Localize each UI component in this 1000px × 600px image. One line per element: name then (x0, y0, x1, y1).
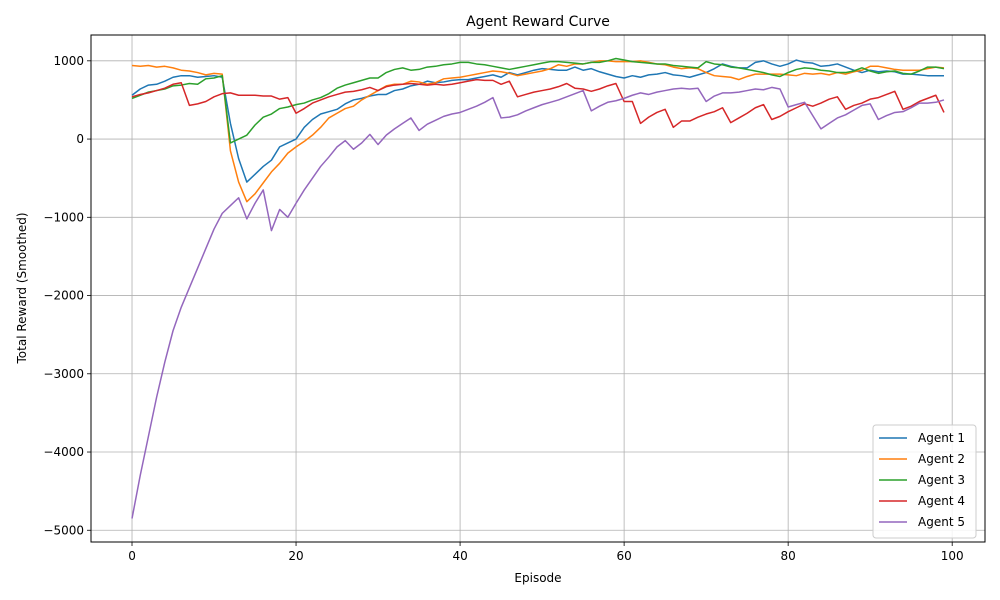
y-tick-label: 1000 (53, 54, 84, 68)
x-tick-label: 40 (452, 549, 467, 563)
legend-label: Agent 4 (918, 494, 965, 508)
x-tick-label: 80 (781, 549, 796, 563)
series-line-agent-5 (131, 86, 945, 519)
legend-label: Agent 1 (918, 431, 965, 445)
legend-label: Agent 2 (918, 452, 965, 466)
x-axis-label: Episode (514, 571, 561, 585)
plot-area-frame (90, 34, 986, 543)
series-line-agent-3 (131, 57, 945, 144)
series-line-agent-1 (131, 59, 944, 183)
x-tick-label: 0 (128, 549, 136, 563)
series-group (131, 57, 945, 519)
axis-ticks: 0 20 40 60 80 100 −5000 −4000 −3000 −2000 −1000 0 10… (43, 54, 963, 563)
y-tick-label: −4000 (43, 445, 84, 459)
y-axis-label: Total Reward (Smoothed) (15, 212, 29, 364)
legend: Agent 1 Agent 2 Agent 3 Agent 4 Agent 5 (872, 424, 977, 539)
series-line-agent-2 (131, 60, 945, 203)
legend-label: Agent 3 (918, 473, 965, 487)
series-line-agent-4 (131, 78, 945, 129)
x-tick-label: 60 (616, 549, 631, 563)
legend-label: Agent 5 (918, 515, 965, 529)
legend-box (872, 424, 977, 539)
x-tick-label: 20 (288, 549, 303, 563)
y-tick-label: −5000 (43, 523, 84, 537)
y-tick-label: −2000 (43, 289, 84, 303)
y-tick-label: −1000 (43, 210, 84, 224)
y-tick-label: 0 (76, 132, 84, 146)
y-tick-label: −3000 (43, 367, 84, 381)
chart-title: Agent Reward Curve (466, 14, 610, 30)
x-tick-label: 100 (941, 549, 964, 563)
